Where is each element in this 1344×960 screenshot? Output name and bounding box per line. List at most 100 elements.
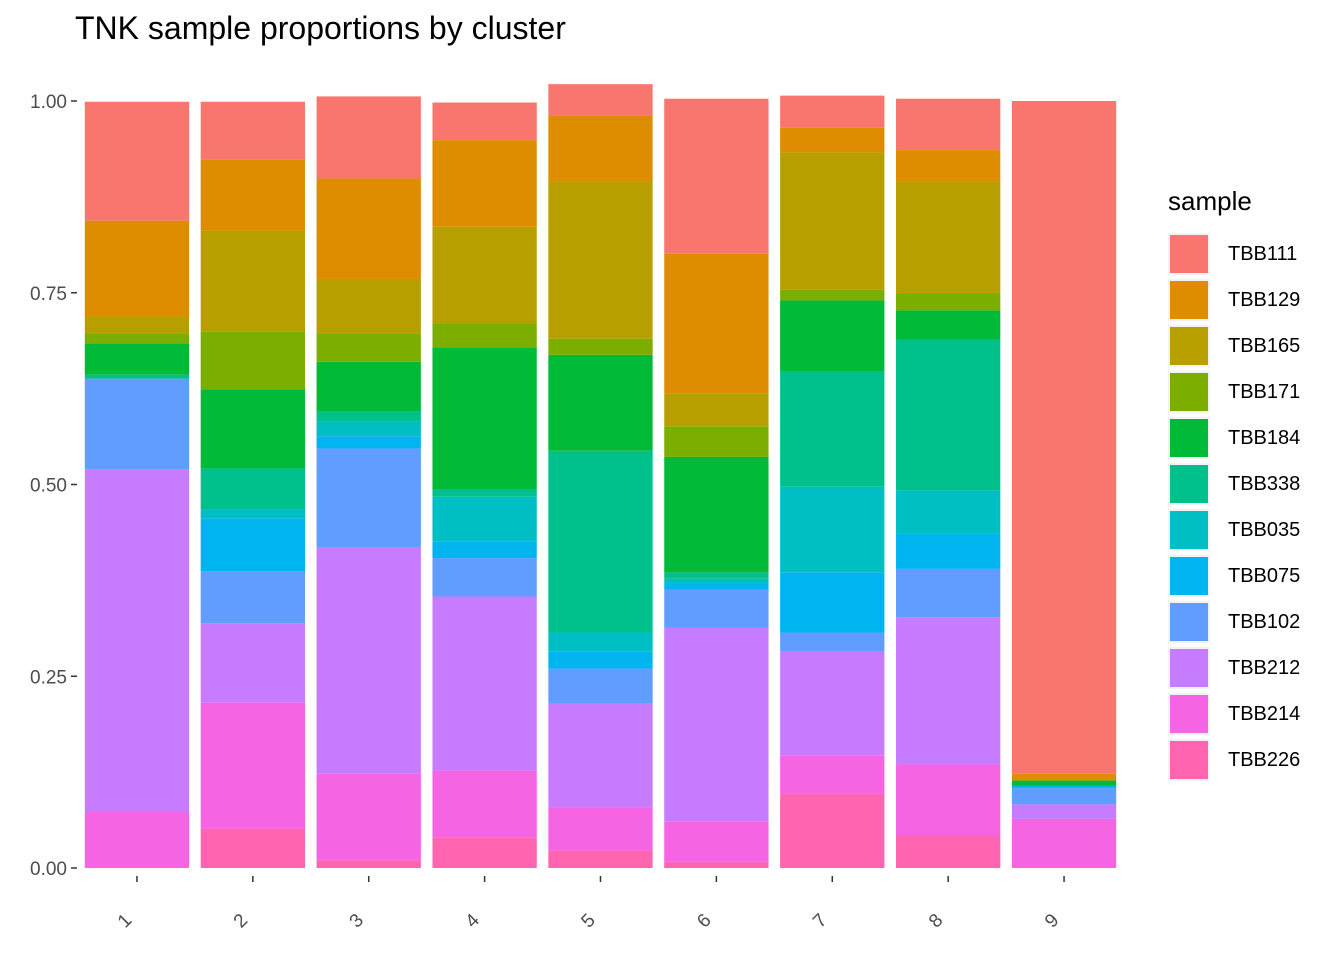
y-tick-label: 0.00 <box>30 859 67 880</box>
bar-segment-tbb129-cluster-4 <box>432 140 537 227</box>
bar-segment-tbb184-cluster-9 <box>1011 780 1117 786</box>
bar-segment-tbb226-cluster-7 <box>780 793 885 868</box>
bar-segment-tbb165-cluster-6 <box>664 393 769 427</box>
legend-label: TBB226 <box>1228 748 1301 771</box>
bar-segment-tbb171-cluster-4 <box>432 323 537 348</box>
bar-segment-tbb102-cluster-2 <box>200 571 305 624</box>
bar-segment-tbb338-cluster-5 <box>548 450 653 633</box>
legend-item-tbb129: TBB129 <box>1168 277 1300 323</box>
bar-segment-tbb212-cluster-6 <box>664 627 769 822</box>
x-tick-label: 8 <box>925 910 947 932</box>
bar-segment-tbb102-cluster-8 <box>896 568 1001 618</box>
bar-segment-tbb035-cluster-5 <box>548 632 653 652</box>
bar-segment-tbb338-cluster-2 <box>200 468 305 510</box>
bar-segment-tbb212-cluster-7 <box>780 651 885 756</box>
legend-swatch <box>1168 279 1210 321</box>
bar-segment-tbb214-cluster-6 <box>664 821 769 862</box>
legend-label: TBB102 <box>1228 610 1301 633</box>
legend-label: TBB184 <box>1228 426 1301 449</box>
x-tick-label: 3 <box>346 910 368 932</box>
bar-segment-tbb075-cluster-7 <box>780 572 885 633</box>
legend-item-tbb212: TBB212 <box>1168 645 1300 691</box>
bar-segment-tbb212-cluster-9 <box>1011 804 1117 819</box>
bar-segment-tbb075-cluster-5 <box>548 651 653 669</box>
bar-segment-tbb129-cluster-3 <box>316 178 421 279</box>
bar-segment-tbb035-cluster-6 <box>664 578 769 584</box>
bar-segment-tbb165-cluster-5 <box>548 181 653 339</box>
bar-segment-tbb184-cluster-8 <box>896 310 1001 340</box>
bar-segment-tbb214-cluster-2 <box>200 702 305 829</box>
bar-segment-tbb184-cluster-6 <box>664 456 769 573</box>
bar-segment-tbb129-cluster-6 <box>664 253 769 394</box>
x-tick-label: 9 <box>1041 910 1063 932</box>
bar-segment-tbb111-cluster-7 <box>780 95 885 128</box>
bar-segment-tbb129-cluster-1 <box>84 220 190 317</box>
bar-segment-tbb129-cluster-5 <box>548 115 653 182</box>
bar-segment-tbb102-cluster-9 <box>1011 788 1117 805</box>
legend-item-tbb338: TBB338 <box>1168 461 1300 507</box>
x-tick-label: 2 <box>230 910 252 932</box>
legend-item-tbb165: TBB165 <box>1168 323 1300 369</box>
bar-segment-tbb212-cluster-5 <box>548 703 653 808</box>
bar-segment-tbb075-cluster-2 <box>200 518 305 572</box>
legend: sample TBB111 TBB129 TBB165 TBB171 TBB184 TBB… <box>1168 186 1300 783</box>
legend-item-tbb226: TBB226 <box>1168 737 1300 783</box>
legend-swatch <box>1168 739 1210 781</box>
x-tick-label: 6 <box>693 910 715 932</box>
bar-segment-tbb184-cluster-7 <box>780 300 885 371</box>
bar-segment-tbb129-cluster-2 <box>200 159 305 231</box>
legend-item-tbb184: TBB184 <box>1168 415 1300 461</box>
legend-title: sample <box>1168 186 1252 216</box>
bar-segment-tbb214-cluster-8 <box>896 764 1001 836</box>
bar-segment-tbb129-cluster-7 <box>780 127 885 153</box>
x-tick-label: 5 <box>577 910 599 932</box>
bar-segment-tbb214-cluster-4 <box>432 770 537 838</box>
bar-segment-tbb214-cluster-7 <box>780 755 885 794</box>
legend-item-tbb035: TBB035 <box>1168 507 1300 553</box>
bar-segment-tbb212-cluster-1 <box>84 469 190 813</box>
legend-swatch <box>1168 693 1210 735</box>
bar-segment-tbb226-cluster-8 <box>896 835 1001 868</box>
legend-swatch <box>1168 371 1210 413</box>
bar-segment-tbb338-cluster-4 <box>432 489 537 497</box>
bar-segment-tbb338-cluster-1 <box>84 374 190 379</box>
legend-swatch <box>1168 463 1210 505</box>
bar-segment-tbb111-cluster-6 <box>664 98 769 254</box>
legend-swatch <box>1168 325 1210 367</box>
bar-segment-tbb035-cluster-7 <box>780 486 885 573</box>
bar-segment-tbb102-cluster-3 <box>316 448 421 548</box>
legend-swatch <box>1168 233 1210 275</box>
legend-swatch <box>1168 601 1210 643</box>
legend-label: TBB171 <box>1228 380 1301 403</box>
bar-segment-tbb214-cluster-1 <box>84 812 190 868</box>
bar-segment-tbb226-cluster-6 <box>664 861 769 868</box>
legend-item-tbb075: TBB075 <box>1168 553 1300 599</box>
legend-label: TBB075 <box>1228 564 1301 587</box>
legend-items: TBB111 TBB129 TBB165 TBB171 TBB184 TBB338 TBB0… <box>1168 231 1300 783</box>
bar-segment-tbb165-cluster-7 <box>780 152 885 290</box>
bar-segment-tbb184-cluster-4 <box>432 347 537 490</box>
bar-segment-tbb111-cluster-5 <box>548 84 653 116</box>
x-tick-label: 4 <box>462 910 485 933</box>
bar-segment-tbb165-cluster-1 <box>84 316 190 334</box>
bar-segment-tbb226-cluster-2 <box>200 828 305 868</box>
bar-segment-tbb111-cluster-4 <box>432 102 537 141</box>
legend-label: TBB129 <box>1228 288 1301 311</box>
bar-segment-tbb214-cluster-9 <box>1011 818 1117 868</box>
bar-segment-tbb165-cluster-2 <box>200 230 305 332</box>
y-tick-label: 1.00 <box>30 92 67 113</box>
legend-swatch <box>1168 555 1210 597</box>
bar-segment-tbb171-cluster-8 <box>896 293 1001 311</box>
bar-segment-tbb214-cluster-3 <box>316 773 421 861</box>
bar-segment-tbb102-cluster-1 <box>84 378 190 470</box>
bar-segment-tbb075-cluster-3 <box>316 436 421 449</box>
bar-segment-tbb212-cluster-2 <box>200 623 305 703</box>
bar-segment-tbb171-cluster-2 <box>200 331 305 390</box>
y-tick-label: 0.25 <box>30 667 67 688</box>
bar-segment-tbb338-cluster-6 <box>664 572 769 579</box>
bar-segment-tbb111-cluster-1 <box>84 101 190 221</box>
y-tick-label: 0.75 <box>30 284 67 305</box>
x-tick-label: 7 <box>809 910 831 932</box>
bar-segment-tbb129-cluster-8 <box>896 150 1001 182</box>
legend-swatch <box>1168 417 1210 459</box>
